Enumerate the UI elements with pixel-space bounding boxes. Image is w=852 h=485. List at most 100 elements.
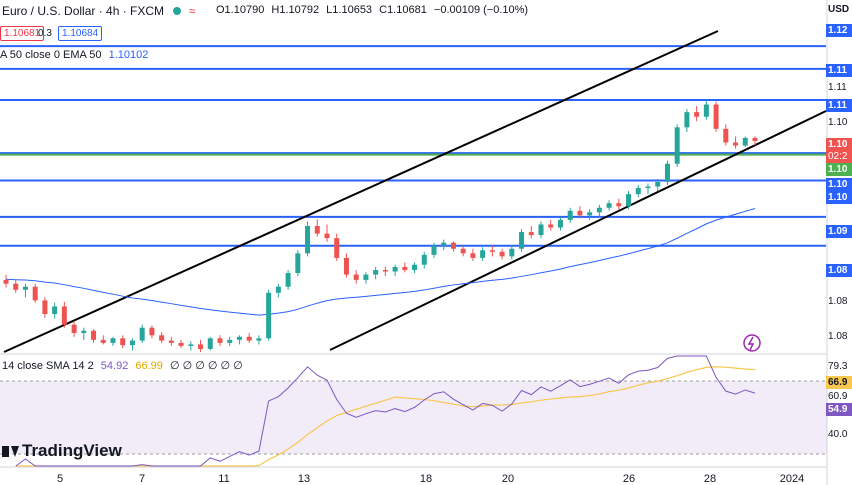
- candle-body-up: [236, 336, 242, 340]
- green-level-tag: 1.10: [826, 163, 852, 176]
- horizontal-levels[interactable]: [0, 45, 826, 247]
- wave-icon: ≈: [188, 4, 196, 18]
- candle-body-up: [431, 245, 437, 255]
- rsi-value-tag: 54.9: [826, 403, 852, 416]
- candle-body-up: [139, 327, 145, 341]
- axis-label-level: 1.09: [826, 225, 852, 238]
- candle-body-up: [596, 207, 602, 213]
- candle-body-up: [22, 286, 28, 290]
- candle-body-up: [587, 212, 593, 216]
- candle-body-down: [752, 137, 758, 141]
- candle-body-up: [606, 203, 612, 208]
- candle-body-down: [382, 270, 388, 272]
- candle-body-down: [353, 274, 359, 280]
- candle-body-down: [489, 250, 495, 252]
- candle-body-up: [635, 188, 641, 195]
- tradingview-logo[interactable]: TradingView: [2, 441, 122, 461]
- candle-body-up: [129, 340, 135, 346]
- candle-body-down: [100, 339, 106, 343]
- candle-body-down: [402, 266, 408, 271]
- rsi-sma-legend-value: 66.99: [135, 360, 163, 372]
- countdown-tag: 02:2: [826, 150, 852, 163]
- candle-body-down: [217, 338, 223, 343]
- axis-label: 1.11: [828, 82, 847, 93]
- rsi-axis-label: 79.3: [828, 361, 848, 372]
- candle-body-up: [655, 181, 661, 187]
- candle-body-down: [61, 306, 67, 325]
- candle-body-up: [557, 219, 563, 228]
- candle-body-down: [159, 335, 165, 341]
- rsi-sma-polyline: [15, 366, 756, 467]
- x-axis-label: 28: [703, 473, 717, 485]
- x-axis-label: 11: [218, 473, 230, 485]
- candle-body-down: [120, 338, 126, 346]
- symbol-title[interactable]: Euro / U.S. Dollar · 4h · FXCM: [2, 4, 165, 18]
- candles: [3, 99, 758, 352]
- candle-body-up: [266, 292, 272, 339]
- candle-body-down: [32, 286, 38, 301]
- candle-body-up: [421, 254, 427, 265]
- ema-legend-value: 1.10102: [108, 49, 149, 61]
- ohlc-close: C1.10681: [379, 4, 427, 16]
- candle-body-down: [324, 233, 330, 239]
- axis-label-level: 1.12: [826, 24, 852, 37]
- candle-body-down: [733, 142, 739, 146]
- rsi-band: [0, 381, 827, 454]
- ema-level-tag: 1.10: [826, 191, 852, 204]
- candle-body-down: [450, 242, 456, 249]
- candle-body-down: [616, 203, 622, 207]
- candle-body-up: [81, 330, 87, 334]
- x-axis-label: 7: [138, 473, 146, 485]
- x-axis-label: 18: [419, 473, 433, 485]
- brand-name: TradingView: [22, 441, 122, 460]
- rsi-axis-label: 40.0: [828, 429, 848, 440]
- candle-body-up: [412, 264, 418, 271]
- rsi-polyline: [15, 355, 756, 467]
- candle-body-down: [13, 283, 19, 290]
- status-dot-icon: [173, 7, 182, 15]
- last-price-tag: 1.10: [826, 138, 852, 151]
- rsi-legend-label[interactable]: 14 close SMA 14 2: [2, 360, 94, 372]
- candle-body-up: [305, 225, 311, 254]
- lightning-icon[interactable]: [743, 334, 761, 352]
- candle-body-up: [256, 338, 262, 341]
- rsi-axis-label: 60.9: [828, 391, 848, 402]
- candle-body-down: [723, 128, 729, 143]
- blue-level-tag: 1.10: [826, 178, 852, 191]
- candle-body-down: [314, 225, 320, 234]
- axis-label: 1.08: [828, 331, 848, 342]
- candle-body-up: [626, 194, 632, 207]
- candle-body-up: [742, 137, 748, 146]
- x-axis-label: 26: [622, 473, 636, 485]
- candle-body-up: [110, 338, 116, 343]
- candle-body-up: [538, 224, 544, 236]
- candle-body-down: [178, 342, 184, 346]
- candle-body-up: [275, 286, 281, 293]
- sell-price-box[interactable]: 1.10681: [0, 26, 45, 41]
- buy-price-box[interactable]: 1.10684: [58, 26, 103, 41]
- candle-body-down: [246, 336, 252, 341]
- candle-body-up: [674, 127, 680, 164]
- channel-lower-line[interactable]: [329, 110, 827, 351]
- candle-body-up: [285, 273, 291, 287]
- ohlc-high: H1.10792: [271, 4, 320, 16]
- x-axis-label: 2024: [779, 473, 805, 485]
- candle-body-up: [207, 338, 213, 349]
- candle-body-down: [528, 232, 534, 236]
- candle-body-up: [480, 250, 486, 258]
- candle-body-down: [71, 324, 77, 334]
- spread-value: 0.3: [38, 28, 52, 39]
- ema-50-line: [5, 208, 756, 316]
- trend-channel[interactable]: [3, 30, 827, 353]
- x-axis-label: 5: [56, 473, 64, 485]
- axis-label-level: 1.11: [826, 99, 852, 112]
- rsi-lines: [15, 355, 756, 467]
- candle-body-up: [227, 339, 233, 343]
- candle-body-up: [441, 242, 447, 246]
- ema-legend-label[interactable]: A 50 close 0 EMA 50: [0, 49, 102, 61]
- rsi-legend-zeros: ∅ ∅ ∅ ∅ ∅ ∅: [169, 360, 243, 372]
- channel-upper-line[interactable]: [3, 30, 719, 353]
- rsi-legend-value: 54.92: [100, 360, 129, 372]
- candle-body-down: [3, 279, 9, 284]
